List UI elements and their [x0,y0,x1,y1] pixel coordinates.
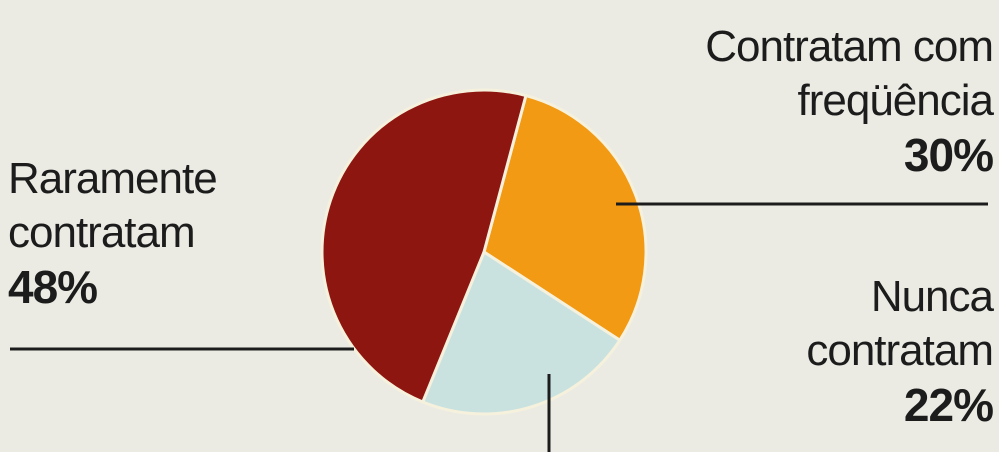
slice-value-raramente: 48% [8,261,98,313]
slice-label-raramente-line1: Raramente [8,154,218,203]
slice-label-raramente: Raramente contratam 48% [8,152,218,314]
slice-value-frequencia: 30% [903,129,994,181]
slice-label-frequencia: Contratam com freqüência 30% [705,20,994,182]
slice-label-nunca-line2: contratam [806,326,994,375]
pie-slice-nunca [421,250,622,416]
slice-label-frequencia-line2: freqüência [797,76,994,125]
slice-value-nunca: 22% [903,379,994,431]
pie-slice-frequencia [482,94,648,342]
slice-label-nunca: Nunca contratam 22% [806,270,994,432]
slice-label-raramente-line2: contratam [8,208,196,257]
pie-slice-raramente [320,88,528,404]
slice-label-nunca-line1: Nunca [870,272,994,321]
slice-label-frequencia-line1: Contratam com [705,22,994,71]
